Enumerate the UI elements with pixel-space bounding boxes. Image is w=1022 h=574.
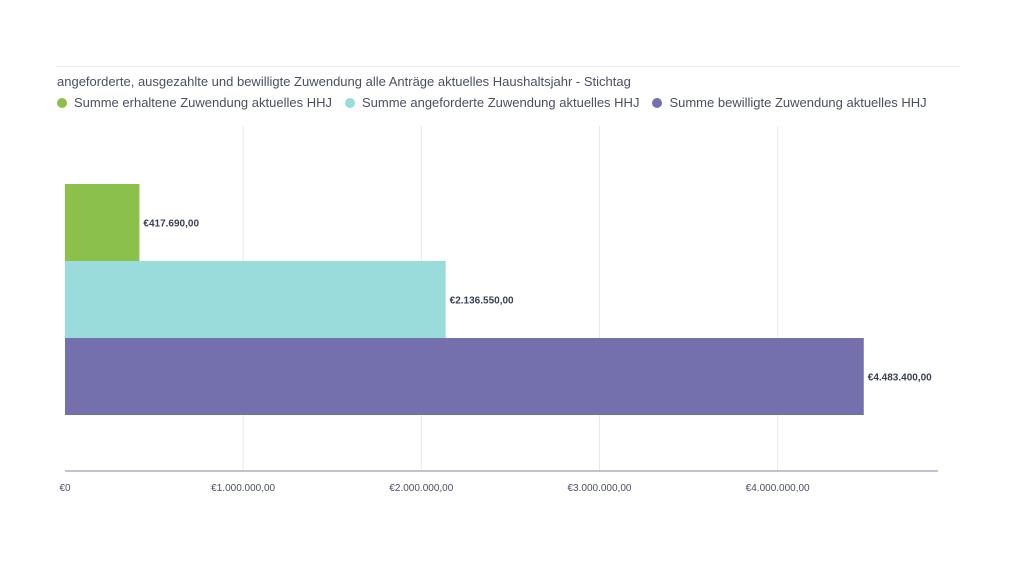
bar-0[interactable] bbox=[65, 184, 140, 261]
data-label-0: €417.690,00 bbox=[143, 219, 199, 230]
chart-title: angeforderte, ausgezahlte und bewilligte… bbox=[57, 74, 631, 89]
legend-item-bewilligte[interactable]: Summe bewilligte Zuwendung aktuelles HHJ bbox=[652, 95, 927, 110]
x-tick-label-4: €4.000.000,00 bbox=[746, 483, 810, 494]
legend-item-angeforderte[interactable]: Summe angeforderte Zuwendung aktuelles H… bbox=[344, 95, 640, 110]
data-label-2: €4.483.400,00 bbox=[868, 373, 932, 384]
legend-marker-bewilligte bbox=[652, 97, 663, 108]
legend-label-angeforderte: Summe angeforderte Zuwendung aktuelles H… bbox=[361, 95, 640, 110]
bar-2[interactable] bbox=[65, 338, 864, 415]
x-tick-label-0: €0 bbox=[59, 483, 71, 494]
legend-label-bewilligte: Summe bewilligte Zuwendung aktuelles HHJ bbox=[669, 95, 927, 110]
legend-marker-erhaltene bbox=[57, 97, 67, 108]
legend-label-erhaltene: Summe erhaltene Zuwendung aktuelles HHJ bbox=[74, 95, 332, 110]
legend-item-erhaltene[interactable]: Summe erhaltene Zuwendung aktuelles HHJ bbox=[57, 95, 332, 110]
x-tick-label-1: €1.000.000,00 bbox=[211, 483, 275, 494]
chart-top-divider bbox=[56, 66, 960, 67]
x-tick-label-3: €3.000.000,00 bbox=[568, 483, 632, 494]
x-tick-label-2: €2.000.000,00 bbox=[389, 483, 453, 494]
data-label-1: €2.136.550,00 bbox=[450, 296, 514, 307]
bar-1[interactable] bbox=[65, 261, 446, 338]
legend-marker-angeforderte bbox=[344, 97, 355, 108]
chart-legend: Summe erhaltene Zuwendung aktuelles HHJ … bbox=[57, 95, 940, 110]
